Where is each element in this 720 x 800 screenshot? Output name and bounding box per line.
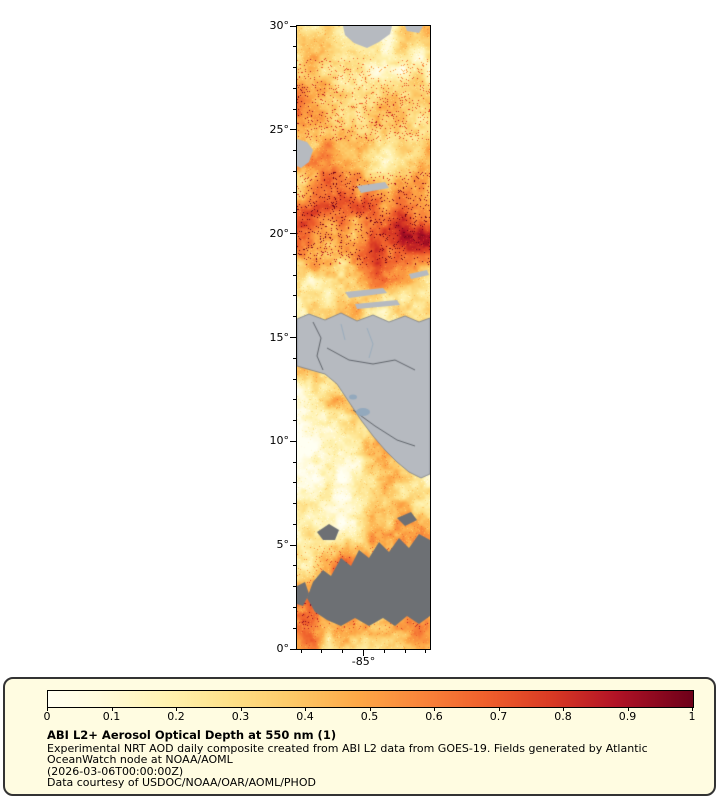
y-axis-tick-label: 0°	[276, 642, 290, 655]
axis-tick	[293, 170, 297, 172]
axis-tick	[293, 295, 297, 297]
axis-tick	[293, 212, 297, 214]
axis-tick	[300, 649, 302, 653]
y-axis-tick-label: 20°	[269, 226, 290, 240]
legend-panel: 0 0.1 0.2 0.3 0.4 0.5 0.6 0.7 0.8 0.9 1 …	[3, 677, 716, 796]
colorbar-tick-label: 0.1	[102, 710, 121, 723]
axis-tick	[293, 461, 297, 463]
axis-tick	[290, 648, 297, 650]
axis-tick	[293, 565, 297, 567]
axis-tick	[293, 420, 297, 422]
y-axis-tick-label: 15°	[269, 330, 290, 344]
axis-tick	[293, 378, 297, 380]
axis-tick	[425, 649, 427, 653]
axis-tick	[290, 440, 297, 442]
axis-tick	[293, 357, 297, 359]
axis-tick	[293, 482, 297, 484]
colorbar-tick	[240, 707, 242, 711]
y-axis-tick-label: 30°	[269, 19, 290, 32]
figure-credit: Data courtesy of USDOC/NOAA/OAR/AOML/PHO…	[47, 776, 316, 789]
colorbar-tick	[498, 707, 500, 711]
axis-tick	[293, 586, 297, 588]
colorbar-tick	[369, 707, 371, 711]
figure-caption: ABI L2+ Aerosol Optical Depth at 550 nm …	[47, 728, 648, 789]
colorbar-tick-label: 0.4	[296, 710, 314, 723]
aod-heatmap-canvas	[297, 26, 430, 649]
axis-tick	[293, 503, 297, 505]
axis-tick	[363, 649, 364, 656]
colorbar-tick	[305, 707, 306, 711]
axis-tick	[293, 316, 297, 318]
colorbar-tick-label: 0.8	[554, 710, 572, 723]
y-axis-tick-label: 25°	[269, 122, 290, 136]
axis-tick	[293, 67, 297, 69]
colorbar-tick-label: 0.3	[231, 710, 250, 723]
colorbar-gradient	[47, 690, 694, 708]
figure-title: ABI L2+ Aerosol Optical Depth at 550 nm …	[47, 728, 337, 742]
colorbar-tick	[563, 707, 564, 711]
axis-tick	[404, 649, 406, 653]
figure-timestamp: (2026-03-06T00:00:00Z)	[47, 764, 184, 778]
axis-tick	[293, 627, 297, 629]
y-axis-tick-label: 10°	[269, 434, 290, 448]
axis-tick	[293, 191, 297, 193]
x-axis-tick-label: -85°	[351, 655, 376, 668]
axis-tick	[383, 649, 385, 653]
colorbar-tick	[627, 707, 629, 711]
colorbar-tick-label: 0.9	[618, 710, 637, 723]
axis-tick	[290, 337, 297, 338]
colorbar-tick-label: 0.2	[167, 710, 185, 723]
y-axis-tick-label: 5°	[276, 538, 290, 552]
colorbar-tick	[434, 707, 435, 711]
colorbar-tick-label: 0.7	[489, 710, 508, 723]
axis-tick	[290, 544, 297, 546]
axis-tick	[342, 649, 344, 653]
map-plot: 30° 25° 20° 15° 10° 5° 0° -85°	[270, 19, 431, 668]
axis-tick	[293, 274, 297, 276]
axis-tick	[293, 150, 297, 152]
axis-tick	[293, 46, 297, 48]
axis-tick	[293, 108, 297, 110]
axis-tick	[293, 606, 297, 608]
colorbar-tick-label: 0	[43, 710, 51, 723]
axis-tick	[290, 25, 297, 27]
figure-description-line2: OceanWatch node at NOAA/AOML	[47, 753, 233, 766]
axis-tick	[321, 649, 323, 653]
axis-tick	[293, 523, 297, 525]
axis-tick	[290, 233, 297, 235]
colorbar-tick-label: 1	[688, 710, 696, 723]
colorbar-tick-label: 0.6	[425, 710, 443, 723]
axis-tick	[293, 87, 297, 89]
axis-tick	[293, 399, 297, 401]
colorbar-tick	[111, 707, 113, 711]
axis-tick	[290, 129, 297, 131]
colorbar-tick	[176, 707, 177, 711]
colorbar-tick-label: 0.5	[360, 710, 379, 723]
figure-description-line1: Experimental NRT AOD daily composite cre…	[47, 741, 648, 755]
colorbar-tick	[47, 707, 48, 711]
axis-tick	[293, 253, 297, 255]
colorbar-tick	[692, 707, 693, 711]
